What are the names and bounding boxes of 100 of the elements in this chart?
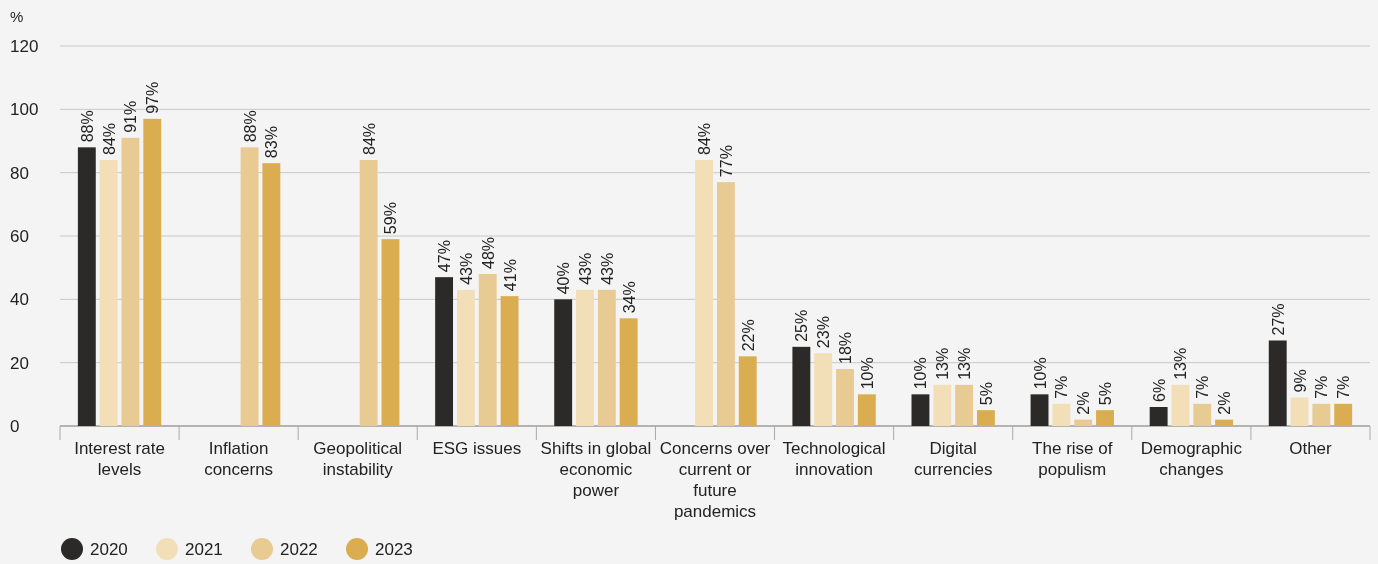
y-axis-title: %: [10, 8, 24, 25]
data-label: 43%: [577, 252, 594, 285]
x-tick-label: Technological innovation: [782, 439, 886, 479]
x-tick-label: Concerns over current or future pandemics: [659, 439, 771, 521]
data-label: 13%: [1172, 347, 1190, 380]
bar: [576, 289, 594, 426]
bar: [814, 353, 833, 426]
data-label: 7%: [1053, 375, 1071, 399]
data-label: 6%: [1150, 378, 1168, 402]
x-tick-label: Inflation concerns: [204, 439, 274, 479]
data-label: 10%: [912, 357, 930, 390]
data-label: 2%: [1075, 391, 1093, 415]
data-label: 13%: [934, 347, 952, 380]
bar: [359, 160, 378, 426]
data-label: 84%: [696, 122, 714, 155]
bar: [1052, 403, 1071, 426]
x-tick-label: Interest rate levels: [74, 439, 165, 479]
data-label: 10%: [858, 357, 876, 390]
legend-label: 2020: [90, 540, 128, 559]
bar: [435, 277, 454, 426]
data-label: 27%: [1269, 303, 1287, 336]
data-label: 91%: [122, 100, 140, 133]
bar: [933, 384, 952, 426]
bar: [1312, 403, 1331, 426]
bar: [716, 182, 735, 426]
data-label: 13%: [956, 347, 974, 380]
bar: [1268, 340, 1287, 426]
data-label: 47%: [436, 240, 454, 273]
bar: [911, 394, 930, 426]
data-label: 2%: [1216, 391, 1234, 415]
bar: [99, 160, 118, 426]
x-tick-label: ESG issues: [432, 439, 522, 458]
y-tick-label: 60: [10, 227, 29, 246]
bar: [381, 239, 400, 426]
bar: [143, 118, 162, 426]
bar: [1149, 407, 1168, 426]
bar: [836, 369, 854, 426]
x-tick-label: Shifts in global economic power: [540, 439, 652, 500]
x-tick-label: Other: [1289, 439, 1333, 458]
legend-label: 2022: [280, 540, 318, 559]
data-label: 34%: [620, 281, 638, 314]
data-label: 7%: [1194, 375, 1212, 399]
data-label: 84%: [360, 122, 378, 155]
y-tick-label: 0: [10, 417, 20, 436]
bar: [1030, 394, 1049, 426]
data-label: 43%: [598, 252, 616, 285]
data-label: 23%: [815, 316, 833, 349]
bar: [1096, 410, 1114, 426]
y-tick-label: 40: [10, 290, 29, 310]
bar: [456, 289, 475, 426]
data-label: 41%: [501, 259, 519, 292]
bar: [1290, 397, 1309, 426]
bar: [738, 356, 757, 426]
bar: [976, 410, 995, 426]
bar: [1171, 384, 1190, 426]
data-label: 97%: [144, 81, 162, 114]
bar: [121, 137, 140, 426]
x-tick-label: Geopolitical instability: [313, 439, 403, 479]
bar: [619, 318, 638, 426]
bar: [792, 346, 811, 426]
data-label: 59%: [382, 202, 400, 235]
bar: [1193, 403, 1212, 426]
bar: [240, 147, 259, 426]
bar: [597, 289, 616, 426]
x-tick-label: The rise of populism: [1032, 439, 1113, 479]
data-label: 5%: [1097, 382, 1115, 406]
data-label: 18%: [837, 331, 854, 364]
bar: [262, 163, 281, 426]
legend-label: 2021: [185, 540, 223, 559]
y-tick-label: 80: [10, 163, 29, 183]
data-label: 43%: [457, 252, 475, 285]
data-label: 48%: [479, 236, 497, 269]
data-label: 83%: [263, 126, 281, 159]
bar: [554, 299, 573, 426]
x-tick-label: Digital currencies: [913, 439, 993, 479]
bar: [77, 147, 96, 426]
data-label: 84%: [100, 122, 118, 155]
y-tick-label: 120: [10, 37, 39, 56]
x-tick-label: Demographic changes: [1140, 439, 1243, 479]
data-label: 5%: [977, 382, 995, 406]
bar: [857, 394, 876, 426]
data-label: 77%: [717, 145, 735, 178]
y-tick-label: 20: [10, 353, 29, 373]
legend-label: 2023: [375, 540, 413, 559]
data-label: 22%: [739, 319, 757, 352]
bar: [500, 296, 519, 426]
data-label: 88%: [78, 110, 96, 143]
data-label: 25%: [793, 309, 811, 342]
bar: [478, 274, 497, 426]
y-tick-label: 100: [10, 100, 39, 120]
bar: [1074, 419, 1093, 426]
bar: [695, 160, 714, 426]
bar: [1215, 419, 1234, 426]
data-label: 7%: [1335, 375, 1353, 399]
data-label: 88%: [241, 110, 259, 143]
data-label: 9%: [1291, 369, 1309, 393]
bar: [955, 384, 974, 426]
data-label: 10%: [1031, 357, 1049, 390]
data-label: 7%: [1313, 375, 1331, 399]
data-label: 40%: [555, 262, 573, 295]
